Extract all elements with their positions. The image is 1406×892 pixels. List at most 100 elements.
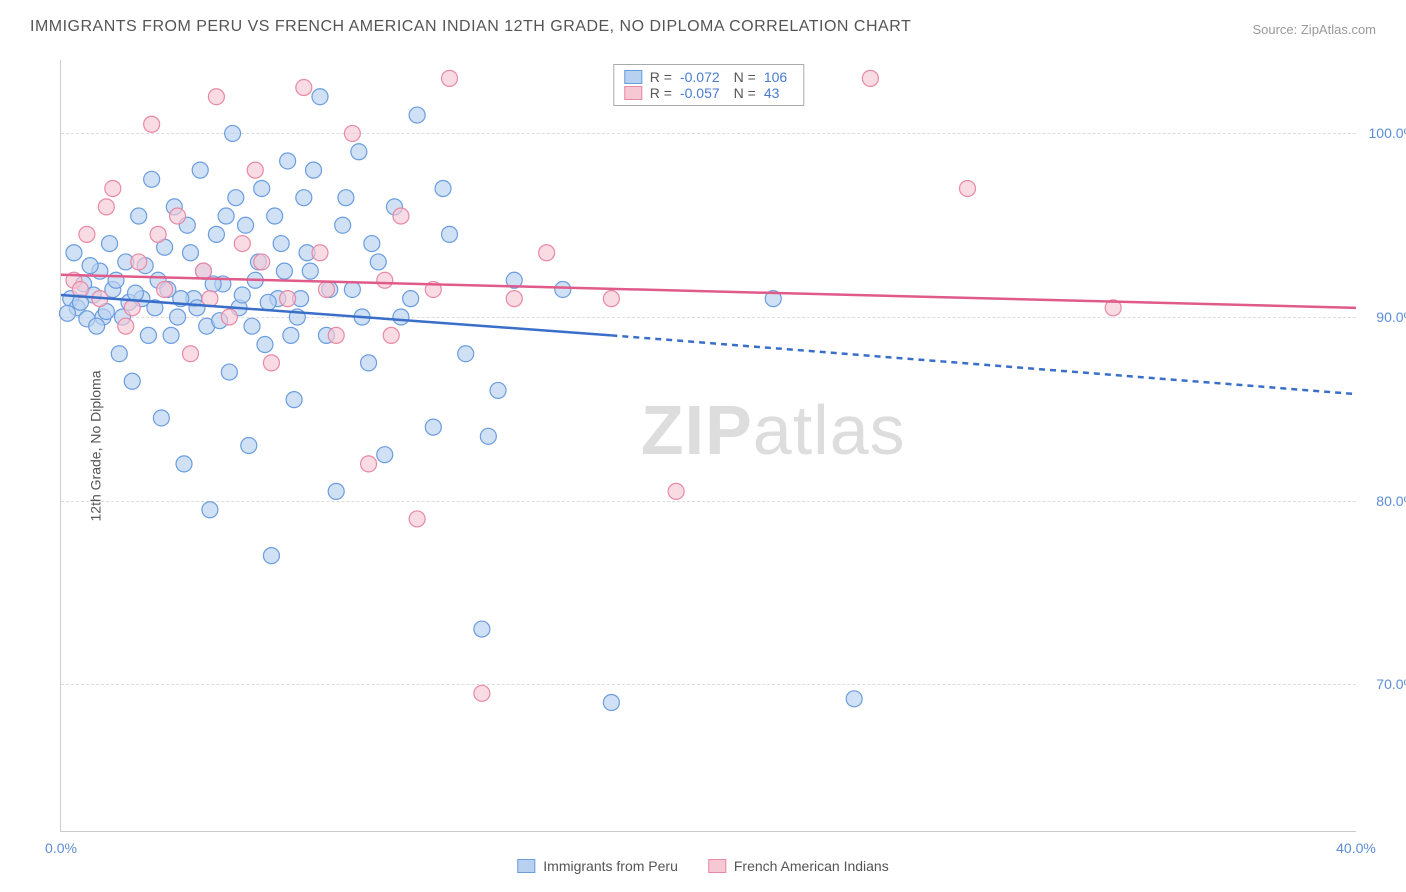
data-point [195, 263, 211, 279]
data-point [267, 208, 283, 224]
legend-item-2: French American Indians [708, 858, 889, 874]
data-point [228, 190, 244, 206]
data-point [105, 181, 121, 197]
data-point [862, 70, 878, 86]
scatter-svg [61, 60, 1356, 831]
data-point [312, 89, 328, 105]
data-point [59, 305, 75, 321]
data-point [225, 125, 241, 141]
data-point [124, 373, 140, 389]
n-label: N = [734, 85, 756, 101]
data-point [153, 410, 169, 426]
data-point [273, 236, 289, 252]
data-point [351, 144, 367, 160]
correlation-legend: R = -0.072 N = 106 R = -0.057 N = 43 [613, 64, 804, 106]
data-point [108, 272, 124, 288]
data-point [247, 162, 263, 178]
swatch-icon [517, 859, 535, 873]
ytick-label: 80.0% [1361, 493, 1406, 509]
data-point [208, 89, 224, 105]
legend-label-2: French American Indians [734, 858, 889, 874]
data-point [403, 291, 419, 307]
data-point [361, 456, 377, 472]
ytick-label: 90.0% [1361, 309, 1406, 325]
n-label: N = [734, 69, 756, 85]
xtick-label: 0.0% [45, 840, 77, 856]
data-point [192, 162, 208, 178]
data-point [157, 281, 173, 297]
data-point [144, 116, 160, 132]
data-point [474, 685, 490, 701]
data-point [296, 190, 312, 206]
data-point [506, 291, 522, 307]
data-point [150, 226, 166, 242]
data-point [377, 272, 393, 288]
data-point [89, 318, 105, 334]
data-point [127, 285, 143, 301]
data-point [409, 511, 425, 527]
data-point [208, 226, 224, 242]
data-point [263, 548, 279, 564]
data-point [260, 294, 276, 310]
data-point [393, 208, 409, 224]
data-point [280, 153, 296, 169]
source-attribution: Source: ZipAtlas.com [1252, 22, 1376, 37]
legend-item-1: Immigrants from Peru [517, 858, 678, 874]
r-label: R = [650, 85, 672, 101]
data-point [111, 346, 127, 362]
data-point [98, 199, 114, 215]
data-point [257, 337, 273, 353]
data-point [286, 392, 302, 408]
ytick-label: 100.0% [1361, 125, 1406, 141]
data-point [668, 483, 684, 499]
data-point [603, 695, 619, 711]
data-point [383, 327, 399, 343]
data-point [118, 318, 134, 334]
data-point [539, 245, 555, 261]
swatch-icon [708, 859, 726, 873]
r-value-1: -0.072 [680, 69, 720, 85]
data-point [425, 419, 441, 435]
data-point [296, 80, 312, 96]
data-point [202, 502, 218, 518]
data-point [409, 107, 425, 123]
ytick-label: 70.0% [1361, 676, 1406, 692]
data-point [183, 346, 199, 362]
data-point [458, 346, 474, 362]
data-point [221, 309, 237, 325]
data-point [344, 125, 360, 141]
data-point [442, 70, 458, 86]
legend-row-series-1: R = -0.072 N = 106 [624, 69, 793, 85]
data-point [338, 190, 354, 206]
legend-label-1: Immigrants from Peru [543, 858, 678, 874]
data-point [238, 217, 254, 233]
r-value-2: -0.057 [680, 85, 720, 101]
data-point [79, 226, 95, 242]
data-point [312, 245, 328, 261]
data-point [318, 281, 334, 297]
data-point [603, 291, 619, 307]
data-point [254, 181, 270, 197]
data-point [435, 181, 451, 197]
legend-row-series-2: R = -0.057 N = 43 [624, 85, 793, 101]
trend-line [61, 275, 1356, 308]
chart-title: IMMIGRANTS FROM PERU VS FRENCH AMERICAN … [30, 18, 911, 36]
data-point [328, 327, 344, 343]
n-value-1: 106 [764, 69, 787, 85]
data-point [131, 254, 147, 270]
data-point [361, 355, 377, 371]
data-point [131, 208, 147, 224]
data-point [474, 621, 490, 637]
data-point [306, 162, 322, 178]
data-point [344, 281, 360, 297]
r-label: R = [650, 69, 672, 85]
data-point [244, 318, 260, 334]
data-point [66, 245, 82, 261]
data-point [140, 327, 156, 343]
data-point [234, 287, 250, 303]
swatch-series-2 [624, 86, 642, 100]
data-point [254, 254, 270, 270]
swatch-series-1 [624, 70, 642, 84]
trend-line-dashed [611, 335, 1356, 394]
data-point [234, 236, 250, 252]
